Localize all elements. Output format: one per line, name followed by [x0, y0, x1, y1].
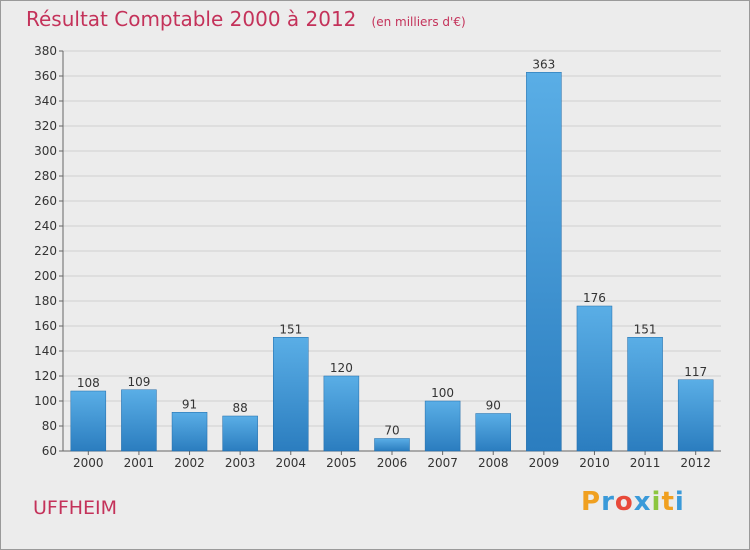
y-tick-label: 260: [34, 194, 57, 208]
y-tick-label: 140: [34, 344, 57, 358]
y-tick-label: 320: [34, 119, 57, 133]
y-tick-label: 100: [34, 394, 57, 408]
chart-subtitle: (en milliers d'€): [371, 15, 466, 29]
commune-name: UFFHEIM: [33, 497, 118, 519]
x-tick-label: 2011: [630, 456, 661, 470]
bar-2009: [526, 72, 562, 452]
bars: [70, 72, 714, 452]
bar-2012: [677, 379, 714, 452]
logo-letter: P: [581, 487, 602, 517]
bar-2010: [576, 305, 613, 452]
data-label: 363: [532, 57, 555, 71]
proxiti-logo: Proxiti: [581, 487, 685, 517]
x-tick-label: 2006: [377, 456, 408, 470]
y-tick-label: 60: [42, 444, 57, 458]
y-tick-label: 120: [34, 369, 57, 383]
data-label: 117: [684, 365, 707, 379]
data-label: 90: [486, 399, 501, 413]
data-label: 151: [634, 322, 657, 336]
x-tick-label: 2003: [225, 456, 256, 470]
bar-2004: [273, 337, 309, 452]
y-tick-label: 180: [34, 294, 57, 308]
y-tick-label: 220: [34, 244, 57, 258]
bar-2001: [121, 389, 157, 452]
bar-2005: [323, 375, 360, 452]
bar-2000: [70, 390, 107, 452]
y-tick-label: 280: [34, 169, 57, 183]
data-label: 91: [182, 397, 197, 411]
logo-letter: i: [674, 487, 685, 517]
bar-2008: [475, 413, 511, 452]
x-tick-label: 2001: [124, 456, 155, 470]
data-label: 108: [77, 376, 100, 390]
y-tick-label: 160: [34, 319, 57, 333]
y-tick-label: 200: [34, 269, 57, 283]
x-tick-label: 2009: [529, 456, 560, 470]
bar-2002: [171, 412, 208, 452]
logo-letter: i: [651, 487, 662, 517]
chart-title: Résultat Comptable 2000 à 2012: [26, 7, 357, 31]
logo-letter: t: [661, 487, 675, 517]
data-label: 88: [233, 401, 248, 415]
x-tick-label: 2007: [427, 456, 458, 470]
data-label: 70: [384, 424, 399, 438]
logo-letter: o: [614, 487, 634, 517]
logo-letter: x: [633, 487, 652, 517]
y-tick-label: 340: [34, 94, 57, 108]
chart-header: Résultat Comptable 2000 à 2012 (en milli…: [26, 7, 466, 31]
bar-2007: [424, 400, 461, 452]
data-label: 151: [279, 322, 302, 336]
x-tick-label: 2008: [478, 456, 509, 470]
data-label: 100: [431, 386, 454, 400]
bar-2003: [222, 415, 258, 452]
y-tick-label: 380: [34, 44, 57, 58]
grid-lines: [63, 50, 721, 452]
y-tick-label: 240: [34, 219, 57, 233]
bar-2011: [627, 337, 663, 452]
x-tick-label: 2002: [174, 456, 205, 470]
y-tick-label: 360: [34, 69, 57, 83]
axes: [59, 50, 721, 455]
logo-letter: r: [601, 487, 615, 517]
x-tick-label: 2010: [579, 456, 610, 470]
data-label: 176: [583, 291, 606, 305]
x-tick-label: 2012: [680, 456, 711, 470]
bar-2006: [374, 438, 410, 452]
labels: 60 80 100 120 140 160 180 200 220 240 260 280 300 320…: [34, 44, 711, 470]
data-label: 120: [330, 361, 353, 375]
y-tick-label: 300: [34, 144, 57, 158]
x-tick-label: 2005: [326, 456, 357, 470]
x-tick-label: 2000: [73, 456, 104, 470]
data-label: 109: [127, 375, 150, 389]
x-tick-label: 2004: [275, 456, 306, 470]
y-tick-label: 80: [42, 419, 57, 433]
